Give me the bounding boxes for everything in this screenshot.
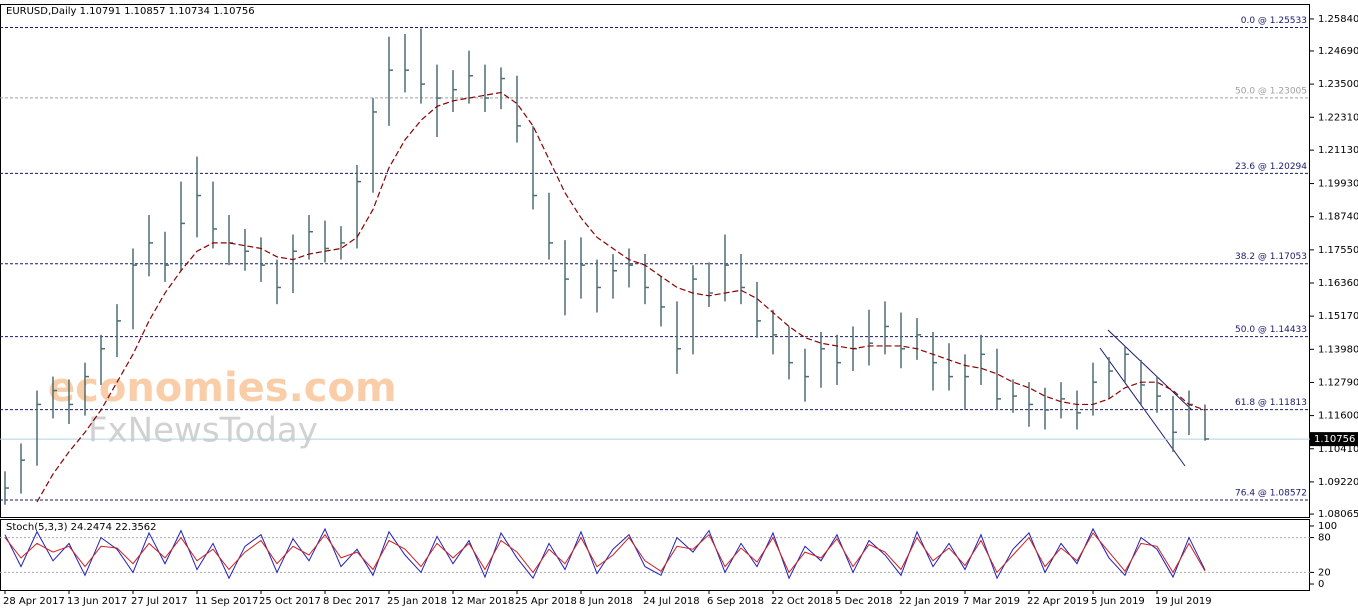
x-tick-label: 22 Oct 2018 (771, 596, 833, 607)
stoch-title: Stoch(5,3,3) 24.2474 22.3562 (6, 522, 157, 533)
x-tick-label: 22 Apr 2019 (1027, 596, 1089, 607)
watermark-brand: economies.com (48, 365, 397, 411)
chart-title: EURUSD,Daily 1.10791 1.10857 1.10734 1.1… (6, 6, 255, 17)
main-panel-border (0, 4, 1310, 518)
watermark: economies.com FxNewsToday (48, 365, 397, 451)
x-tick-label: 24 Jul 2018 (643, 596, 700, 607)
x-tick-label: 8 Dec 2017 (323, 596, 381, 607)
y-tick-label: 1.25840 (1318, 14, 1358, 25)
y-tick-label: 1.18740 (1318, 212, 1358, 223)
y-tick-label: 1.09220 (1318, 477, 1358, 488)
x-tick-label: 5 Jun 2019 (1091, 596, 1145, 607)
x-tick-label: 22 Jan 2019 (899, 596, 959, 607)
x-tick-label: 28 Apr 2017 (3, 596, 65, 607)
x-tick-label: 19 Jul 2019 (1155, 596, 1212, 607)
fib-label: 50.0 @ 1.14433 (1235, 325, 1307, 335)
watermark-sub: FxNewsToday (88, 411, 318, 451)
fib-label: 38.2 @ 1.17053 (1235, 252, 1307, 262)
fib-label: 50.0 @ 1.23005 (1235, 86, 1307, 96)
last-price-box (1310, 432, 1358, 447)
trend-line (1099, 347, 1186, 467)
y-tick-label: 1.23500 (1318, 79, 1358, 90)
fib-label: 61.8 @ 1.11813 (1235, 398, 1307, 408)
x-tick-label: 25 Apr 2018 (515, 596, 577, 607)
stoch-line (4, 532, 1206, 574)
y-tick-label: 20 (1318, 567, 1331, 578)
y-tick-label: 1.17550 (1318, 245, 1358, 256)
x-tick-label: 6 Sep 2018 (707, 596, 764, 607)
fib-label: 23.6 @ 1.20294 (1235, 162, 1307, 172)
y-tick-label: 1.15170 (1318, 311, 1358, 322)
y-tick-label: 1.16360 (1318, 278, 1358, 289)
y-tick-label: 1.22310 (1318, 112, 1358, 123)
x-tick-label: 25 Jan 2018 (387, 596, 447, 607)
y-tick-label: 1.21130 (1318, 145, 1358, 156)
x-tick-label: 12 Mar 2018 (451, 596, 514, 607)
y-tick-label: 0 (1318, 579, 1324, 590)
y-tick-label: 1.12790 (1318, 377, 1358, 388)
x-tick-label: 7 Mar 2019 (963, 596, 1020, 607)
y-tick-label: 1.24690 (1318, 46, 1358, 57)
last-price-label: 1.10756 (1314, 434, 1355, 445)
x-tick-label: 13 Jun 2017 (67, 596, 127, 607)
moving-average (36, 91, 1206, 503)
x-tick-label: 8 Jun 2018 (579, 596, 633, 607)
x-tick-label: 5 Dec 2018 (835, 596, 893, 607)
x-tick-label: 25 Oct 2017 (259, 596, 321, 607)
y-tick-label: 1.13980 (1318, 344, 1358, 355)
x-tick-label: 11 Sep 2017 (195, 596, 258, 607)
y-tick-label: 1.10410 (1318, 444, 1358, 455)
stoch-panel-border (0, 519, 1310, 591)
y-tick-label: 1.08065 (1318, 509, 1358, 520)
x-tick-label: 27 Jul 2017 (131, 596, 188, 607)
trend-line (1107, 329, 1193, 411)
fib-label: 0.0 @ 1.25533 (1241, 16, 1307, 26)
y-tick-label: 1.11600 (1318, 411, 1358, 422)
y-tick-label: 100 (1318, 521, 1337, 532)
y-tick-label: 80 (1318, 533, 1331, 544)
fib-label: 76.4 @ 1.08572 (1235, 488, 1307, 498)
y-tick-label: 1.19930 (1318, 179, 1358, 190)
